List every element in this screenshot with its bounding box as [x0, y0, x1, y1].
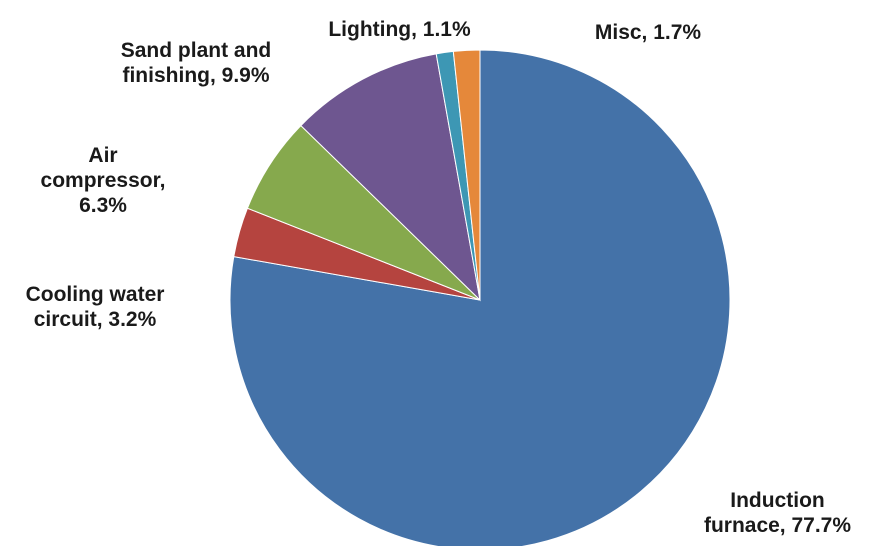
label-lighting: Lighting, 1.1%	[312, 17, 487, 42]
label-line: Induction	[730, 489, 825, 512]
pie-slice-misc	[452, 49, 481, 301]
pie-slice-sand-plant-and-finishing	[300, 53, 481, 302]
label-line: 6.3%	[79, 194, 127, 217]
label-line: Cooling water	[25, 283, 165, 306]
label-line: finishing, 9.9%	[122, 64, 270, 87]
label-line: circuit, 3.2%	[33, 308, 157, 331]
label-line: furnace, 77.7%	[703, 514, 852, 537]
label-line: Air	[88, 144, 118, 167]
label-misc: Misc, 1.7%	[578, 20, 718, 45]
label-induction-furnace: Induction furnace, 77.7%	[690, 488, 865, 538]
label-line: Sand plant and	[120, 39, 272, 62]
label-line: Lighting, 1.1%	[328, 18, 471, 41]
label-sand-plant-finishing: Sand plant and finishing, 9.9%	[96, 38, 296, 88]
label-cooling-water-circuit: Cooling water circuit, 3.2%	[0, 282, 190, 332]
label-line: compressor,	[40, 169, 166, 192]
label-air-compressor: Air compressor, 6.3%	[38, 143, 168, 218]
label-line: Misc, 1.7%	[594, 21, 702, 44]
